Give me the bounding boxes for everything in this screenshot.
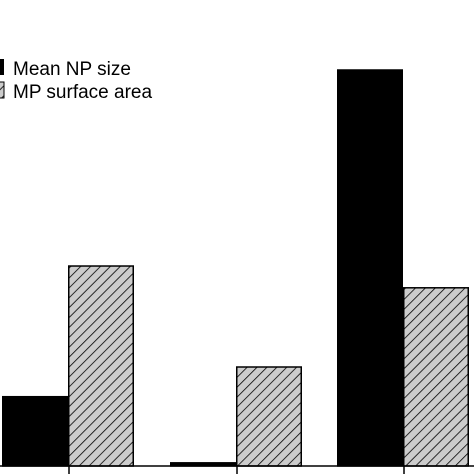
legend-label-mean-np-size: Mean NP size	[13, 59, 131, 80]
bars-group	[2, 69, 469, 467]
bar-mp-surface-area-3	[403, 287, 469, 467]
bar-mean-np-size-3	[337, 69, 403, 467]
x-axis	[0, 465, 474, 474]
bar-mean-np-size-1	[2, 395, 68, 467]
legend-swatch-mp-surface-area	[0, 81, 5, 99]
legend-label-mp-surface-area: MP surface area	[13, 82, 152, 103]
legend-swatch-mean-np-size	[0, 59, 4, 75]
legend: Mean NP size MP surface area	[0, 59, 152, 103]
bar-mp-surface-area-2	[236, 366, 302, 467]
bar-mp-surface-area-1	[68, 265, 134, 467]
